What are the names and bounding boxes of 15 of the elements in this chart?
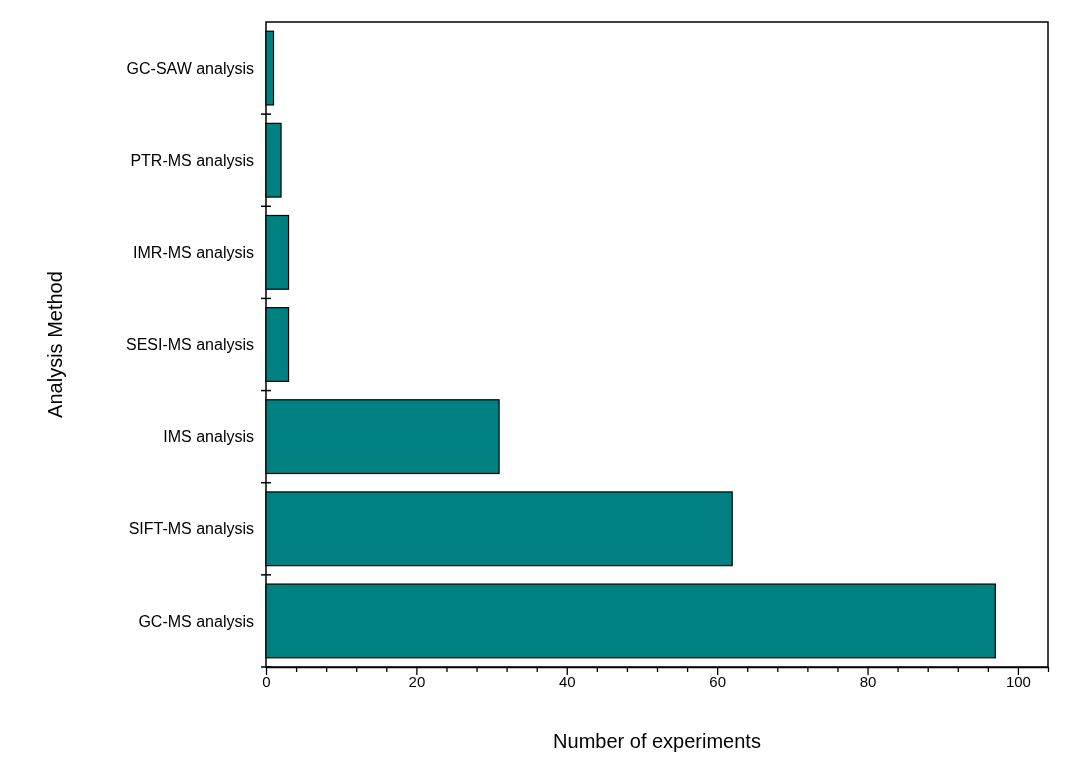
x-tick-label: 40	[558, 672, 576, 690]
y-tick-label: SIFT-MS analysis	[128, 520, 254, 538]
x-tick-label: 100	[1005, 672, 1031, 690]
y-tick-label: SESI-MS analysis	[125, 336, 254, 354]
y-tick-label: IMR-MS analysis	[133, 243, 254, 261]
x-tick-label: 20	[408, 672, 426, 690]
y-axis-title: Analysis Method	[44, 271, 66, 418]
y-tick-label: IMS analysis	[163, 428, 254, 446]
y-tick-label: PTR-MS analysis	[130, 151, 254, 169]
x-tick-label: 80	[859, 672, 877, 690]
y-tick-label: GC-SAW analysis	[126, 59, 254, 77]
x-tick-label: 60	[709, 672, 726, 690]
x-axis-title: Number of experiments	[553, 730, 761, 752]
x-tick-label: 0	[262, 672, 271, 690]
y-tick-label: GC-MS analysis	[138, 612, 254, 630]
